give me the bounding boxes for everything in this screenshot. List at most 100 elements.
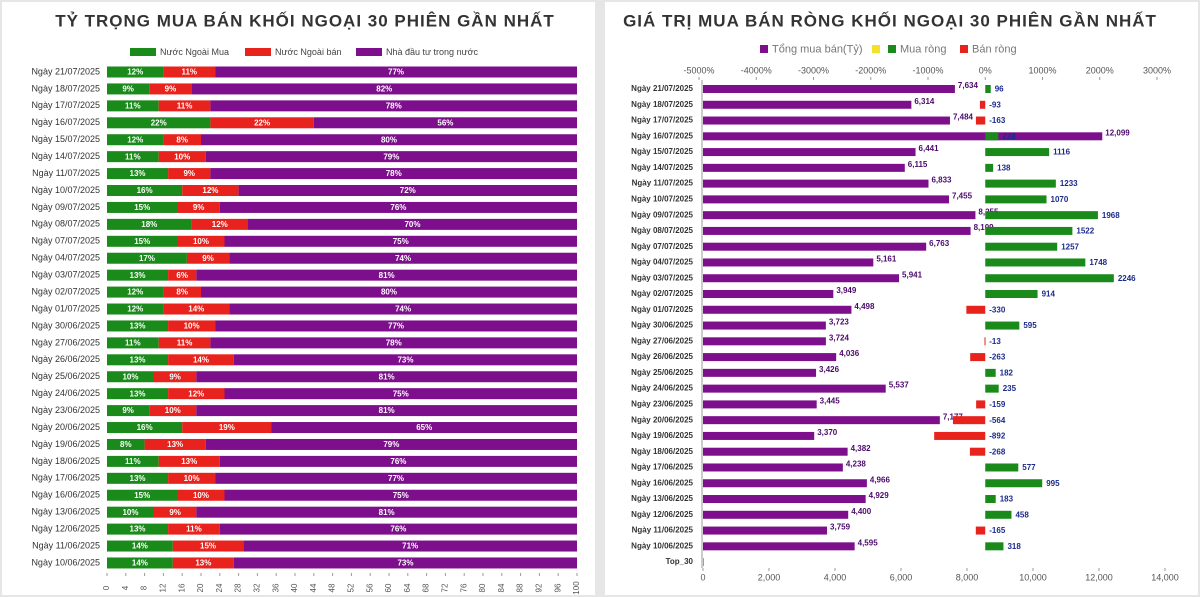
bar-segment <box>191 83 577 95</box>
y-tick-label: Ngày 26/06/2025 <box>31 354 100 364</box>
y-tick-label: Ngày 16/07/2025 <box>631 131 693 140</box>
bar <box>985 384 999 393</box>
data-label: 75% <box>393 389 409 398</box>
data-label: 19% <box>219 423 235 432</box>
data-label: 10% <box>122 372 138 381</box>
data-label: 228 <box>1002 132 1016 141</box>
y-tick-label: Ngày 16/07/2025 <box>31 117 100 127</box>
x-tick-label: 56 <box>365 583 374 592</box>
x-tick-label: 76 <box>459 583 468 592</box>
data-label: 8% <box>120 440 132 449</box>
x-tick-label: 60 <box>384 583 393 592</box>
y-tick-label: Ngày 19/06/2025 <box>31 439 100 449</box>
data-label: 81% <box>379 508 395 517</box>
bar-segment <box>191 218 248 230</box>
data-label: 6% <box>176 271 188 280</box>
bar <box>703 85 955 93</box>
data-label: 995 <box>1046 479 1060 488</box>
bar-segment <box>107 218 192 230</box>
legend-label: Mua ròng <box>900 43 946 55</box>
data-label: 81% <box>379 271 395 280</box>
bar <box>703 148 916 157</box>
x-tick-label: 24 <box>215 583 224 592</box>
bar-segment <box>107 303 164 315</box>
data-label: 65% <box>416 423 432 432</box>
y-tick-label: Ngày 11/07/2025 <box>632 179 694 188</box>
data-label: 2246 <box>1118 274 1136 283</box>
x-tick-label: 6,000 <box>890 572 913 582</box>
chart-title: GIÁ TRỊ MUA BÁN RÒNG KHỐI NGOẠI 30 PHIÊN… <box>623 10 1157 30</box>
y-tick-label: Ngày 30/06/2025 <box>31 320 100 330</box>
bar-segment <box>219 523 578 535</box>
data-label: 5,161 <box>876 255 897 264</box>
data-label: 71% <box>402 542 418 551</box>
y-tick-label: Ngày 03/07/2025 <box>31 270 100 280</box>
data-label: 3,426 <box>819 365 840 374</box>
data-label: 77% <box>388 322 404 331</box>
x-tick-label: 84 <box>497 583 506 592</box>
bar-segment <box>107 151 159 163</box>
data-label: 12% <box>127 288 143 297</box>
data-label: 81% <box>379 372 395 381</box>
bar-segment <box>158 151 206 163</box>
y-tick-label: Ngày 02/07/2025 <box>31 286 100 296</box>
data-label: 10% <box>174 152 190 161</box>
bar-segment <box>168 320 216 332</box>
legend-label: Nước Ngoài bán <box>275 47 341 57</box>
data-label: 82% <box>376 85 392 94</box>
data-label: 4,966 <box>870 475 891 484</box>
y-tick-label: Ngày 17/07/2025 <box>631 116 693 125</box>
data-label: 6,763 <box>929 239 950 248</box>
x-tick-label: 80 <box>478 583 487 592</box>
y-tick-label: Ngày 08/07/2025 <box>631 226 693 235</box>
bar-segment <box>168 523 220 535</box>
legend-swatch <box>245 48 271 56</box>
x-tick-label: 52 <box>347 583 356 592</box>
data-label: -268 <box>989 447 1006 456</box>
bar <box>985 85 991 93</box>
data-label: 3,759 <box>830 523 851 532</box>
data-label: 75% <box>393 491 409 500</box>
data-label: 15% <box>200 542 216 551</box>
bar <box>985 132 999 141</box>
bar <box>703 416 940 425</box>
bar <box>985 179 1056 188</box>
data-label: 75% <box>393 237 409 246</box>
y-tick-label: Top_30 <box>666 557 694 566</box>
y-tick-label: Ngày 07/07/2025 <box>631 242 693 251</box>
y-tick-label: Ngày 11/07/2025 <box>32 168 100 178</box>
y-tick-label: Ngày 07/07/2025 <box>31 236 100 246</box>
data-label: 9% <box>202 254 214 263</box>
data-label: 13% <box>181 457 197 466</box>
y-tick-label: Ngày 04/07/2025 <box>31 253 100 263</box>
bar <box>703 226 971 235</box>
bar <box>985 258 1086 267</box>
y-tick-label: Ngày 10/06/2025 <box>31 557 100 567</box>
x-tick-label: 72 <box>441 583 450 592</box>
y-tick-label: Ngày 18/06/2025 <box>31 456 100 466</box>
bar-segment <box>196 371 578 383</box>
data-label: 4,929 <box>869 491 890 500</box>
bar <box>976 400 986 409</box>
y-tick-label: Ngày 16/06/2025 <box>31 490 100 500</box>
data-label: 12% <box>212 220 228 229</box>
y-tick-label: Ngày 18/07/2025 <box>631 100 693 109</box>
data-label: 13% <box>130 525 146 534</box>
x-tick-label: 64 <box>403 583 412 592</box>
bar <box>985 368 996 377</box>
data-label: 16% <box>137 186 153 195</box>
data-label: 3,445 <box>820 397 841 406</box>
data-label: 13% <box>130 355 146 364</box>
y-tick-label: Ngày 20/06/2025 <box>31 422 100 432</box>
y-tick-label: Ngày 21/07/2025 <box>631 84 693 93</box>
data-label: 79% <box>383 440 399 449</box>
data-label: 16% <box>137 423 153 432</box>
bar-segment <box>224 388 577 400</box>
bar <box>985 226 1073 235</box>
bar <box>985 510 1012 519</box>
data-label: 5,941 <box>902 270 923 279</box>
data-label: 73% <box>397 355 413 364</box>
bar-segment <box>205 151 577 163</box>
bar <box>985 242 1058 251</box>
data-label: 13% <box>130 474 146 483</box>
